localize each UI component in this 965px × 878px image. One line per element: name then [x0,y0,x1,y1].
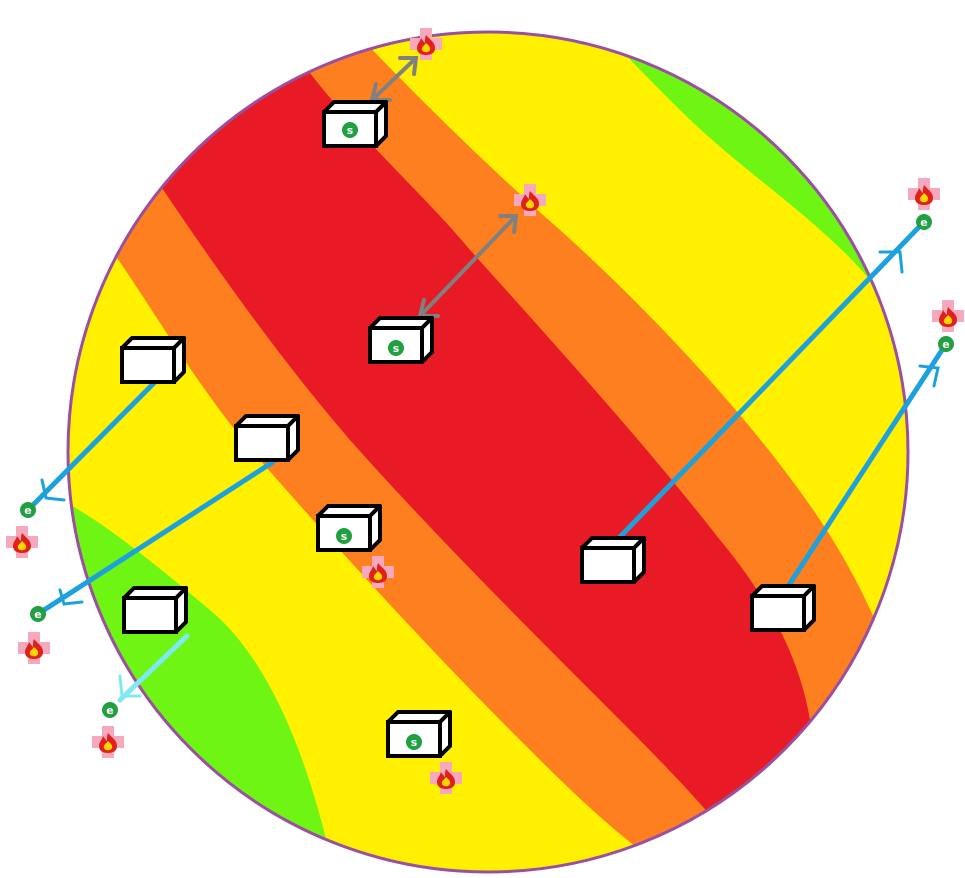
svg-text:e: e [942,338,949,351]
box-icon [750,584,816,632]
link-line [418,214,518,318]
endpoint-marker-icon: e [102,702,118,718]
svg-text:e: e [24,504,31,517]
endpoint-marker-icon: e [916,214,932,230]
zone-high-band [150,32,810,872]
svg-text:s: s [347,124,354,137]
svg-text:s: s [341,530,348,543]
zone-boundary [66,30,910,874]
link-arrowhead [369,82,392,102]
device-status-badges: s s s s [336,122,422,750]
link-arrowhead [398,56,419,76]
fire-icon [908,178,940,210]
svg-text:s: s [411,736,418,749]
status-badge: s [406,734,422,750]
status-badge: s [388,340,404,356]
link-arrowhead [40,478,66,502]
endpoint-marker-icon: e [20,502,36,518]
link-arrowhead [878,250,904,274]
box-icon [234,414,300,462]
link-line [29,379,158,509]
link-line [614,223,923,543]
link-line [370,56,418,102]
fire-icon [92,726,124,758]
fire-icon [18,632,50,664]
endpoints: e e e e e [20,214,954,718]
status-badge: s [336,528,352,544]
endpoint-marker-icon: e [938,336,954,352]
box-icon [316,504,382,552]
box-icon [386,710,452,758]
outbound-links [29,223,945,703]
link-line-light [117,633,190,703]
bidirectional-links [369,56,519,318]
link-arrowhead [918,364,940,388]
link-arrowhead [498,214,519,234]
box-icon [120,336,186,384]
svg-text:s: s [393,342,400,355]
box-icon [580,536,646,584]
link-arrowhead [118,674,142,698]
fire-icon [6,526,38,558]
svg-text:e: e [106,704,113,717]
svg-text:e: e [920,216,927,229]
link-arrowhead [58,588,84,606]
fire-icon [932,300,964,332]
link-line [41,459,276,613]
svg-text:e: e [34,608,41,621]
box-icon [122,586,188,634]
endpoint-marker-icon: e [30,606,46,622]
status-badge: s [342,122,358,138]
box-icon [368,316,434,364]
link-line [784,347,945,591]
